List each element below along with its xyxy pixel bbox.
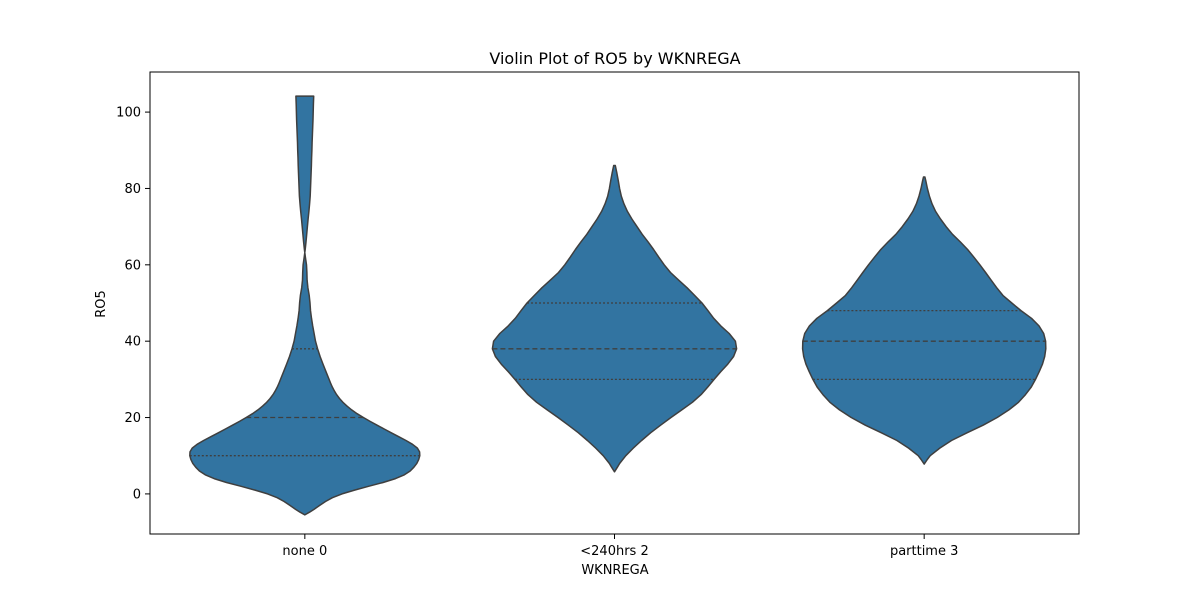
y-tick-label: 100: [116, 106, 141, 121]
violin-body: [801, 176, 1047, 465]
x-tick-label: parttime 3: [890, 544, 958, 559]
y-tick-label: 0: [133, 487, 141, 502]
x-tick-label: none 0: [282, 544, 327, 559]
violins-layer: [189, 95, 1047, 516]
violin-group: [189, 95, 421, 516]
y-tick-label: 20: [124, 411, 141, 426]
violin-body: [491, 164, 738, 473]
violin-group: [801, 176, 1047, 465]
y-tick-label: 40: [124, 335, 141, 350]
x-axis-label: WKNREGA: [581, 563, 648, 578]
violin-group: [491, 164, 738, 473]
x-tick-label: <240hrs 2: [580, 544, 648, 559]
y-axis: 0 20 40 60 80 100: [116, 106, 150, 502]
chart-title: Violin Plot of RO5 by WKNREGA: [489, 49, 740, 68]
y-tick-label: 80: [124, 182, 141, 197]
y-axis-label: RO5: [94, 290, 109, 318]
y-tick-label: 60: [124, 258, 141, 273]
violin-body: [189, 95, 421, 516]
x-axis: none 0 <240hrs 2 parttime 3: [282, 534, 958, 559]
